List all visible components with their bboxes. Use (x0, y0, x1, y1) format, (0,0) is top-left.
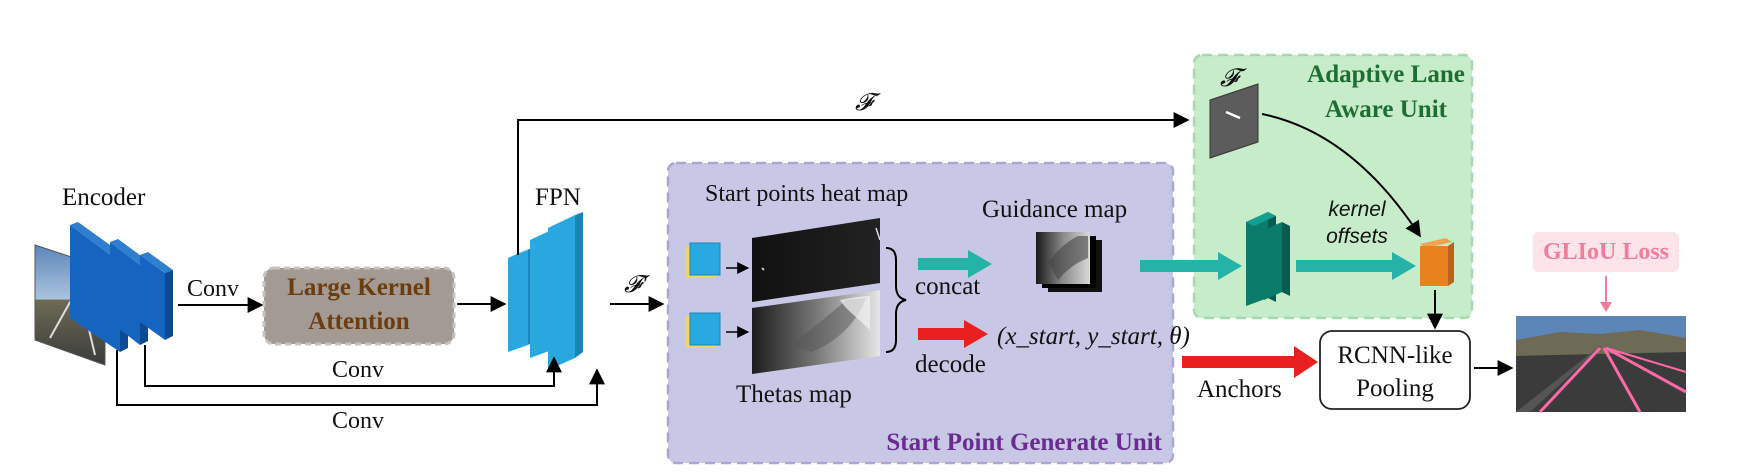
lka-label-line1: Large Kernel (287, 274, 431, 301)
alau-title-line1: Adaptive Lane (1307, 61, 1465, 88)
conv-top-label: Conv (187, 276, 239, 302)
rcnn-label-line1: RCNN-like (1337, 342, 1452, 369)
heat-input-cube (686, 242, 721, 278)
start-heat-map-label: Start points heat map (705, 181, 908, 207)
alau-title-line2: Aware Unit (1325, 96, 1448, 123)
kernel-label-line1: kernel (1328, 198, 1387, 221)
alau-conv-block (1246, 212, 1290, 306)
guidance-map-label: Guidance map (982, 196, 1127, 223)
decode-output: (x_start, y_start, θ) (997, 323, 1190, 350)
feature-f-label: 𝓕 (855, 90, 881, 116)
output-lane-image (1516, 316, 1687, 414)
guidance-map-image (1036, 232, 1102, 292)
concat-label: concat (915, 273, 980, 300)
alau-feature-map-image (1209, 83, 1259, 159)
rcnn-pooling-box (1319, 330, 1471, 410)
gliou-arrow-head (1600, 302, 1612, 312)
anchors-arrow (1182, 346, 1318, 378)
lka-label-line2: Attention (308, 308, 409, 335)
theta-input-cube (686, 312, 721, 348)
encoder-label: Encoder (62, 184, 146, 211)
kernel-offsets-arrow (1296, 252, 1416, 280)
thetas-map-label: Thetas map (736, 381, 852, 408)
gliou-loss-label: GLIoU Loss (1543, 239, 1669, 265)
gliou-loss-box (1533, 232, 1679, 272)
decode-output-text: (x_start, y_start, θ) (997, 323, 1190, 350)
rcnn-label-line2: Pooling (1356, 375, 1434, 402)
anchors-label: Anchors (1197, 376, 1282, 403)
fpn-label: FPN (535, 184, 581, 211)
merge-brace (885, 247, 907, 353)
kernel-label-line2: offsets (1326, 225, 1388, 248)
concat-arrow (918, 250, 992, 278)
decode-label: decode (915, 351, 986, 378)
decode-arrow (918, 320, 988, 348)
conv-skip-arrow-2 (116, 350, 605, 406)
feature-to-offset-arrow (1261, 113, 1421, 238)
start-heat-map-image (752, 218, 881, 302)
feature-f-prime-label: 𝓕′ (624, 272, 650, 298)
guidance-to-alau-arrow (1140, 252, 1242, 280)
encoder-block (70, 222, 173, 352)
spgu-title: Start Point Generate Unit (886, 429, 1162, 456)
thetas-map-image (752, 290, 880, 374)
feature-f-arrow (517, 112, 1190, 255)
conv-skip-label-2: Conv (332, 408, 384, 434)
conv-skip-label-1: Conv (332, 357, 384, 383)
conv-skip-arrow-1 (144, 345, 562, 387)
fpn-block (508, 212, 583, 370)
deformable-output-cube (1420, 238, 1454, 286)
large-kernel-attention-box (262, 266, 456, 346)
